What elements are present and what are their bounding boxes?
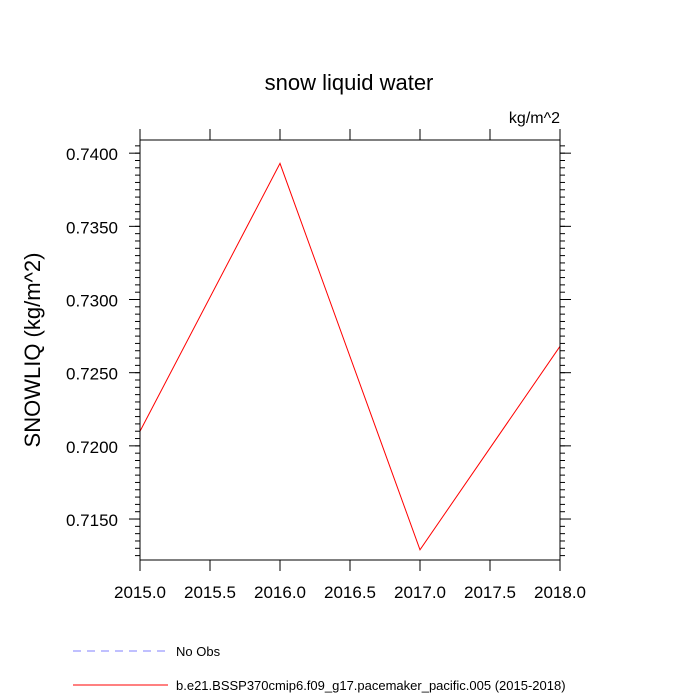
minor-ticks xyxy=(135,145,565,557)
y-tick-label: 0.7350 xyxy=(66,218,118,237)
y-tick-label: 0.7300 xyxy=(66,292,118,311)
x-tick-label: 2018.0 xyxy=(534,583,586,602)
series-line-1 xyxy=(139,162,561,551)
series-lines xyxy=(139,162,561,551)
legend: No Obs b.e21.BSSP370cmip6.f09_g17.pacema… xyxy=(73,644,566,693)
y-tick-label: 0.7150 xyxy=(66,511,118,530)
x-tick-label: 2017.5 xyxy=(464,583,516,602)
x-tick-label: 2016.0 xyxy=(254,583,306,602)
y-tick-labels: 0.7400 0.7350 0.7300 0.7250 0.7200 0.7150 xyxy=(66,145,118,530)
x-tick-label: 2015.5 xyxy=(184,583,236,602)
plot-frame xyxy=(139,139,561,561)
x-tick-label: 2017.0 xyxy=(394,583,446,602)
units-label: kg/m^2 xyxy=(509,110,560,127)
legend-label-model: b.e21.BSSP370cmip6.f09_g17.pacemaker_pac… xyxy=(176,678,566,693)
legend-label-no-obs: No Obs xyxy=(176,644,221,659)
y-tick-label: 0.7400 xyxy=(66,145,118,164)
major-ticks xyxy=(129,129,571,571)
y-tick-label: 0.7200 xyxy=(66,438,118,457)
x-tick-label: 2016.5 xyxy=(324,583,376,602)
x-tick-labels: 2015.0 2015.5 2016.0 2016.5 2017.0 2017.5 2018… xyxy=(114,583,586,602)
chart-title: snow liquid water xyxy=(265,70,434,95)
y-axis-label: SNOWLIQ (kg/m^2) xyxy=(20,253,45,448)
y-tick-label: 0.7250 xyxy=(66,365,118,384)
x-tick-label: 2015.0 xyxy=(114,583,166,602)
